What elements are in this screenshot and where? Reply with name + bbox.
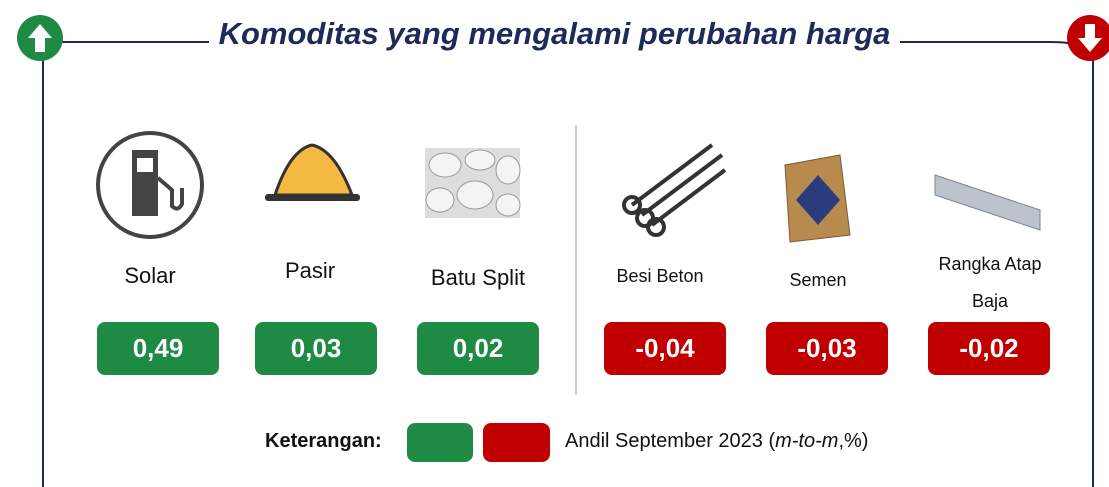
legend-period: Andil September 2023 xyxy=(565,430,763,452)
infographic: Komoditas yang mengalami perubahan harga… xyxy=(0,0,1109,487)
legend-label: Keterangan: xyxy=(265,430,382,453)
legend-unit: ,%) xyxy=(838,430,868,452)
item-label: Besi Beton xyxy=(580,258,740,295)
title-text: Komoditas yang mengalami perubahan harga xyxy=(209,16,901,51)
value-badge: 0,49 xyxy=(97,322,219,375)
frame xyxy=(0,0,1109,487)
value-badge: -0,03 xyxy=(766,322,888,375)
item-label: Batu Split xyxy=(398,265,558,291)
legend-text: Andil September 2023 (m-to-m,%) xyxy=(565,430,868,453)
legend-note: m-to-m xyxy=(775,430,838,452)
legend-swatch xyxy=(407,423,473,462)
item-label: Pasir xyxy=(230,258,390,284)
value-badge: -0,04 xyxy=(604,322,726,375)
item-label: Rangka Atap Baja xyxy=(925,246,1055,320)
item-label: Semen xyxy=(738,262,898,299)
legend-swatch xyxy=(483,423,550,462)
value-badge: 0,02 xyxy=(417,322,539,375)
value-badge: -0,02 xyxy=(928,322,1050,375)
value-badge: 0,03 xyxy=(255,322,377,375)
item-label: Solar xyxy=(70,263,230,289)
title: Komoditas yang mengalami perubahan harga xyxy=(0,16,1109,52)
